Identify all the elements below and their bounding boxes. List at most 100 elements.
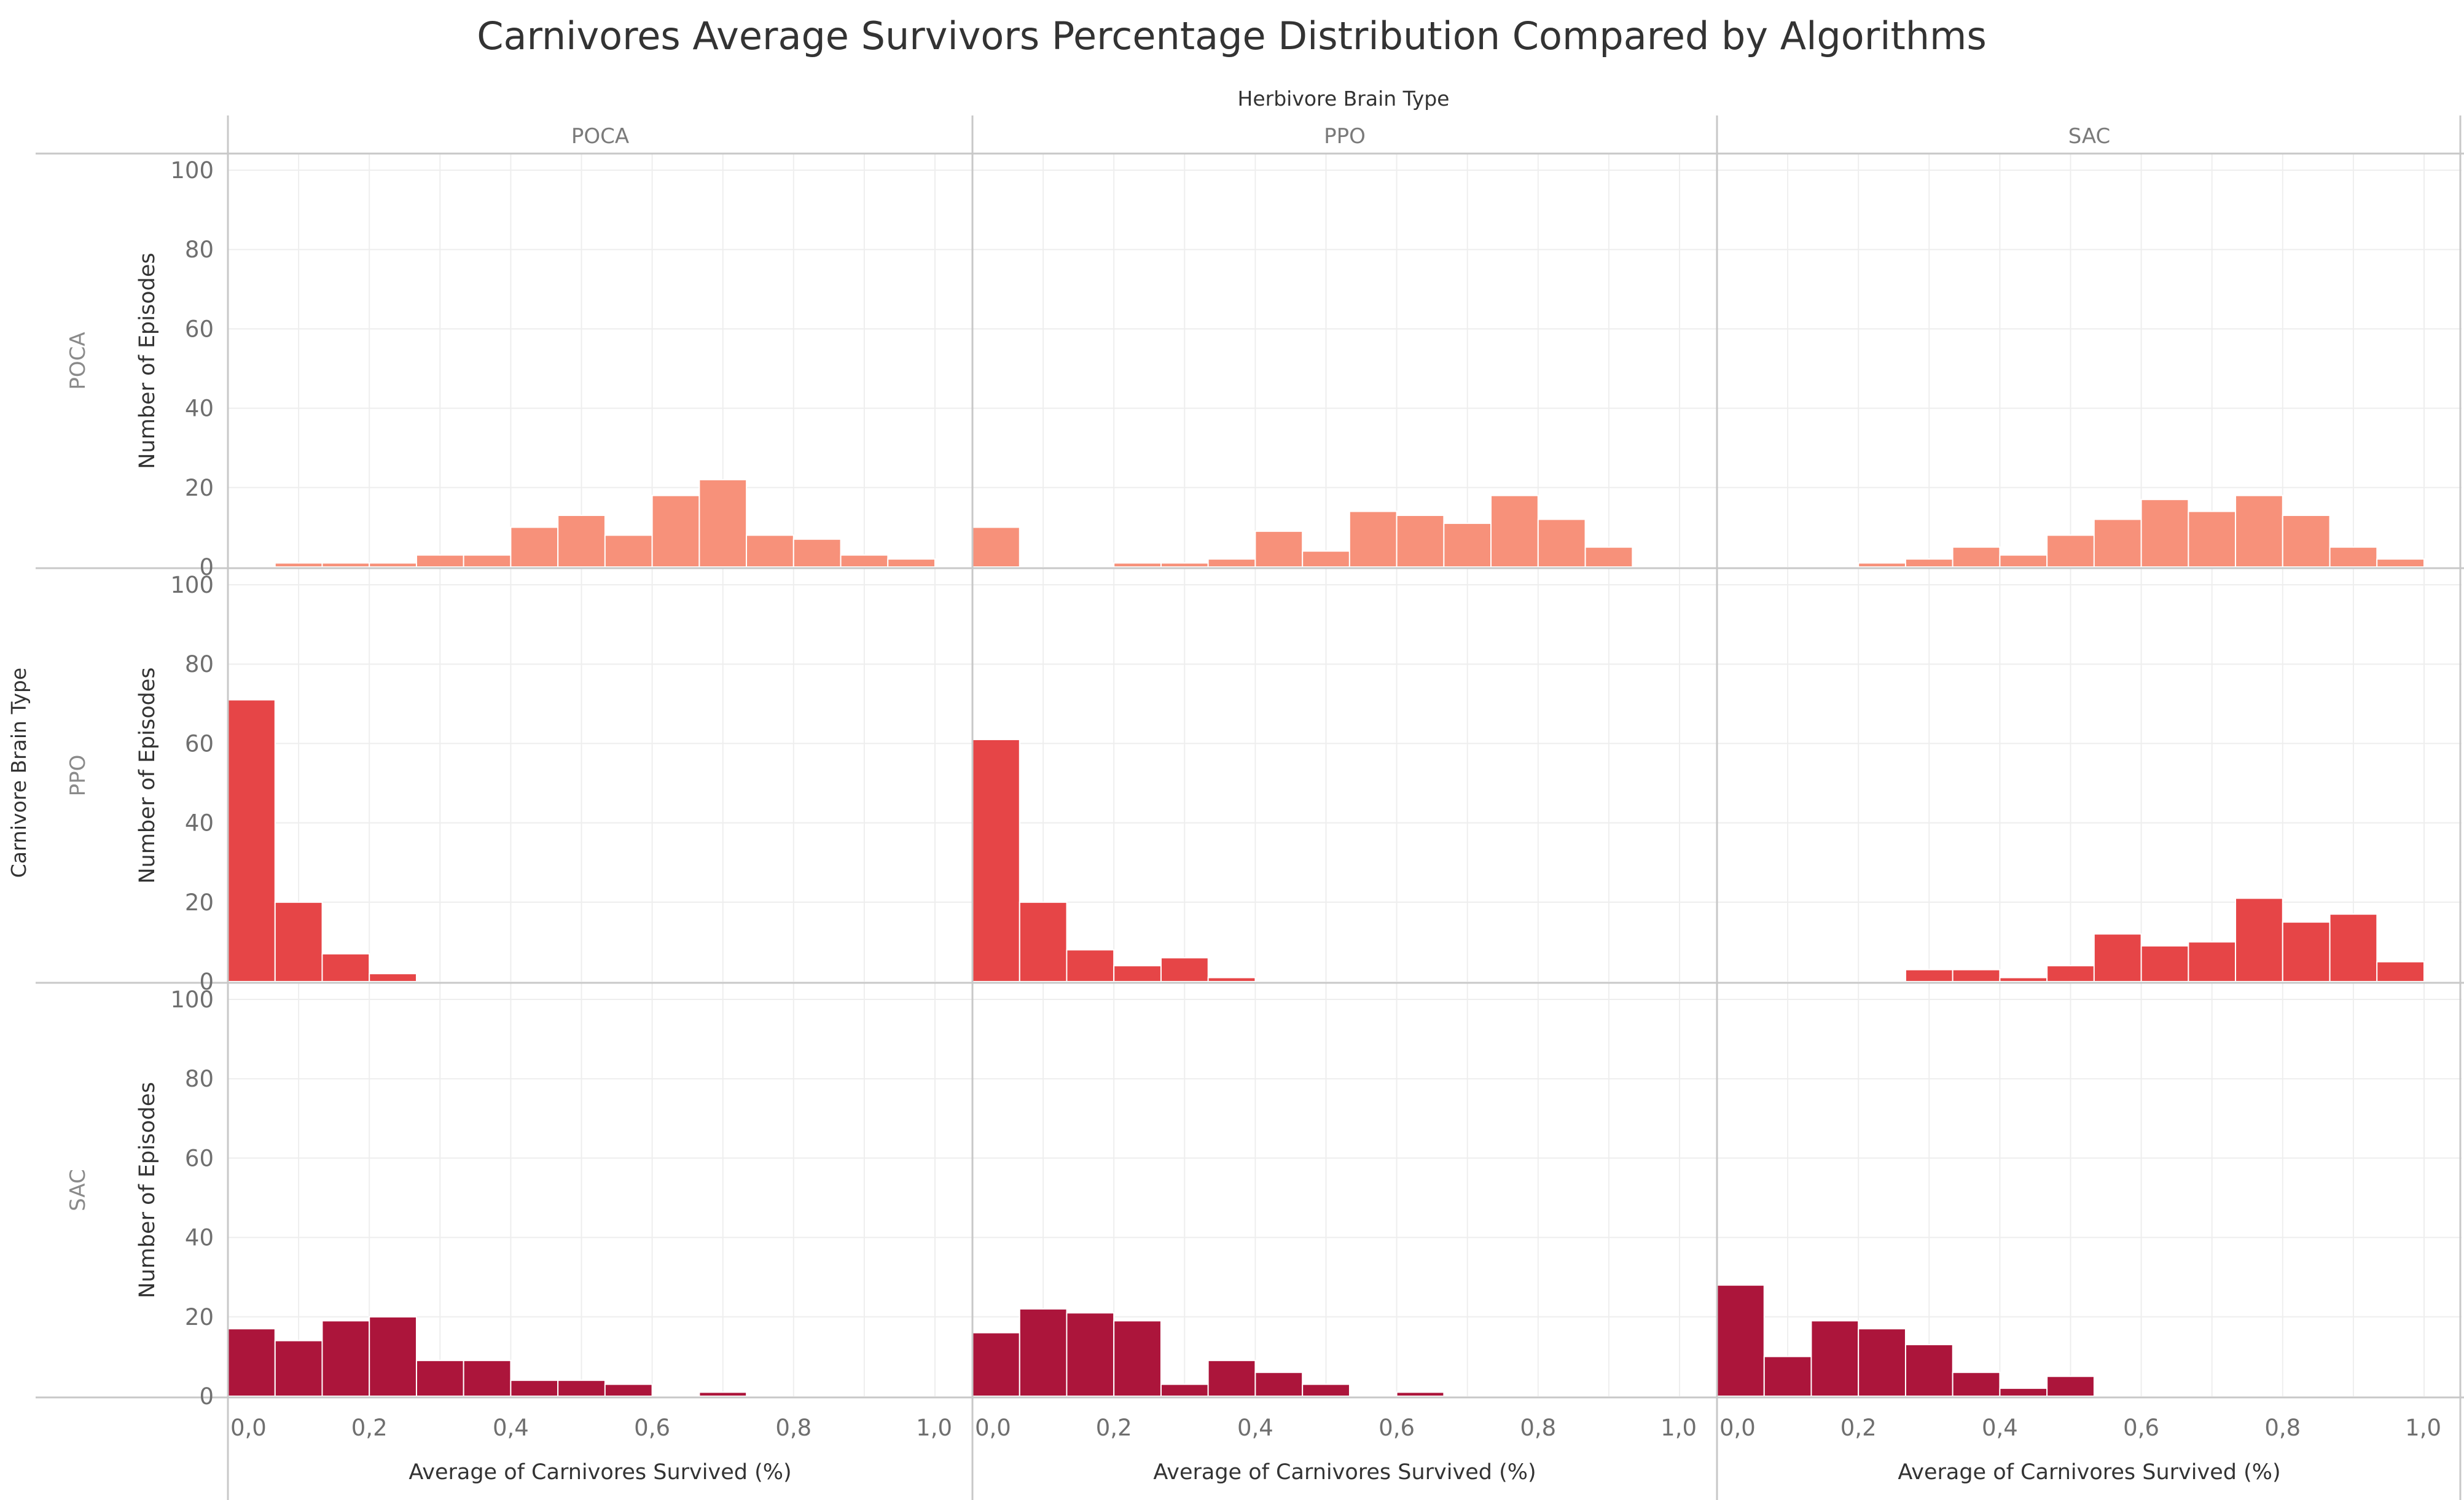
y-tick-label: 80	[185, 236, 214, 263]
x-tick-label: 0,6	[634, 1415, 670, 1441]
histogram-bar	[227, 699, 276, 982]
x-tick-label: 0,2	[1840, 1415, 1877, 1441]
histogram-bar	[369, 1316, 417, 1397]
histogram-bar	[1584, 546, 1633, 568]
histogram-bar	[2093, 933, 2142, 982]
histogram-bar	[1763, 1356, 1812, 1397]
y-tick-label: 40	[185, 810, 214, 837]
histogram-bar	[415, 554, 464, 568]
histogram-bar	[887, 558, 936, 568]
histogram-bar	[1207, 977, 1256, 983]
x-axis-label: Average of Carnivores Survived (%)	[1153, 1460, 1536, 1485]
histogram-bar	[1858, 562, 1906, 568]
histogram-bar	[227, 1328, 276, 1397]
histogram-bar	[1952, 546, 2001, 568]
x-tick-label: 1,0	[2405, 1415, 2441, 1441]
y-tick-label: 40	[185, 396, 214, 422]
histogram-bar	[369, 973, 417, 982]
x-tick-label: 0,8	[775, 1415, 812, 1441]
histogram-bar	[1254, 530, 1304, 568]
histogram-bar	[1490, 494, 1539, 568]
x-tick-label: 0,0	[230, 1415, 267, 1441]
histogram-bar	[1066, 1312, 1115, 1397]
y-tick-label: 0	[199, 969, 214, 995]
histogram-bar	[2046, 1375, 2095, 1397]
histogram-bar	[2329, 546, 2378, 568]
y-tick-label: 100	[170, 572, 214, 598]
histogram-bar	[274, 1340, 323, 1397]
chart-title: Carnivores Average Survivors Percentage …	[477, 14, 1987, 58]
row-header-label: POCA	[66, 332, 90, 389]
x-tick-label: 0,6	[2123, 1415, 2159, 1441]
column-header-label: SAC	[2068, 124, 2111, 149]
panel-dividers	[36, 115, 2464, 1500]
histogram-bar	[2329, 913, 2378, 983]
histogram-bar	[698, 479, 748, 568]
y-axis-label: Number of Episodes	[135, 1082, 160, 1298]
histogram-bar	[604, 534, 653, 568]
histogram-bar	[1113, 562, 1162, 568]
histogram-bar	[321, 562, 370, 568]
histogram-bar	[1904, 558, 1954, 568]
x-tick-label: 0,0	[1719, 1415, 1756, 1441]
y-tick-label: 0	[199, 554, 214, 580]
y-axis-label: Number of Episodes	[135, 252, 160, 469]
histogram-bar	[1066, 949, 1115, 982]
x-axis-label: Average of Carnivores Survived (%)	[1898, 1460, 2280, 1485]
x-tick-label: 0,6	[1379, 1415, 1415, 1441]
histogram-bar	[1348, 510, 1398, 568]
x-tick-label: 0,8	[2264, 1415, 2301, 1441]
histogram-bar	[2188, 510, 2237, 568]
histogram-bar	[2140, 945, 2189, 982]
histogram-bar	[2093, 518, 2142, 568]
histogram-bar	[792, 538, 842, 568]
histogram-bar	[1999, 554, 2048, 568]
histogram-bar	[2046, 965, 2095, 983]
histogram-bar	[1537, 518, 1586, 568]
histogram-bar	[1999, 977, 2048, 983]
x-tick-label: 0,2	[351, 1415, 388, 1441]
histogram-bar	[274, 562, 323, 568]
x-tick-label: 0,0	[975, 1415, 1011, 1441]
histogram-bar	[2235, 897, 2283, 982]
histogram-bar	[651, 494, 700, 568]
histogram-bar	[2140, 499, 2189, 568]
x-axis-label: Average of Carnivores Survived (%)	[409, 1460, 791, 1485]
histogram-bar	[369, 562, 417, 568]
histogram-bar	[746, 534, 794, 568]
gridlines	[228, 154, 2462, 1396]
x-tick-label: 0,2	[1096, 1415, 1132, 1441]
histogram-bar	[2188, 941, 2237, 983]
row-header-title: Carnivore Brain Type	[7, 668, 31, 878]
histogram-bar	[415, 1359, 464, 1397]
histogram-bar	[1160, 562, 1209, 568]
y-tick-label: 60	[185, 316, 214, 342]
histogram-bar	[972, 1332, 1020, 1397]
histogram-bar	[2376, 558, 2425, 568]
histogram-bar	[1999, 1388, 2048, 1397]
histogram-bar	[1858, 1328, 1906, 1397]
column-header-title: Herbivore Brain Type	[1238, 87, 1450, 111]
x-tick-label: 0,4	[1982, 1415, 2018, 1441]
histogram-bar	[972, 526, 1020, 568]
histogram-bar	[1904, 1344, 1954, 1397]
row-header-label: SAC	[66, 1169, 90, 1211]
histogram-bar	[1302, 1383, 1350, 1397]
histogram-bar	[557, 515, 606, 568]
y-tick-label: 40	[185, 1225, 214, 1251]
histogram-bar	[2046, 534, 2095, 568]
histogram-bar	[321, 1320, 370, 1397]
histogram-bar	[1396, 1391, 1445, 1397]
y-tick-label: 60	[185, 730, 214, 757]
histogram-bar	[1716, 1284, 1765, 1397]
axis-labels: POCA PPO SAC POCA Number of Episodes 100 80 60 4…	[66, 124, 2441, 1485]
histogram-bar	[321, 953, 370, 983]
histogram-bar	[698, 1391, 748, 1397]
histogram-bar	[840, 554, 889, 568]
histogram-bar	[1810, 1320, 1860, 1397]
histogram-bar	[604, 1383, 653, 1397]
x-tick-label: 0,8	[1520, 1415, 1556, 1441]
histogram-bar	[557, 1380, 606, 1397]
histogram-bar	[1254, 1372, 1304, 1397]
